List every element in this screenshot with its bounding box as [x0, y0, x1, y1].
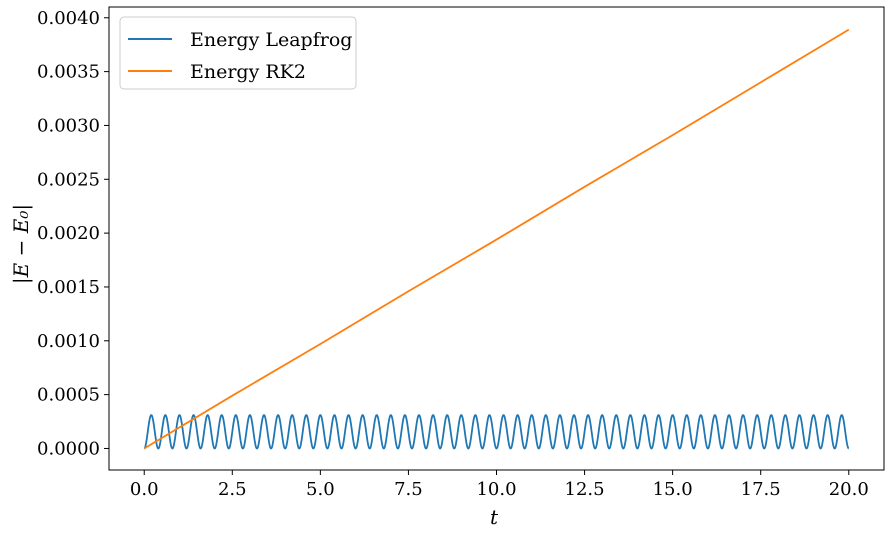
x-tick-label: 20.0 [829, 479, 869, 500]
x-tick-label: 7.5 [394, 479, 423, 500]
y-tick-label: 0.0015 [37, 277, 100, 298]
legend: Energy Leapfrog Energy RK2 [119, 16, 357, 90]
x-tick-label: 2.5 [218, 479, 247, 500]
x-axis-ticks: 0.0 2.5 5.0 7.5 10.0 12.5 15.0 17.5 20.0 [130, 470, 869, 500]
legend-label: Energy Leapfrog [190, 29, 352, 51]
x-tick-label: 10.0 [476, 479, 516, 500]
series-line-1 [143, 414, 850, 450]
y-tick-label: 0.0040 [37, 8, 100, 29]
legend-items: Energy Leapfrog Energy RK2 [128, 29, 352, 83]
x-axis-label: t [490, 505, 499, 529]
y-tick-label: 0.0020 [37, 223, 100, 244]
series-layer [143, 28, 850, 450]
x-tick-label: 12.5 [565, 479, 605, 500]
y-axis-ticks: 0.0000 0.0005 0.0010 0.0015 0.0020 0.0025 0.00… [37, 8, 109, 459]
x-tick-label: 17.5 [741, 479, 781, 500]
y-axis-label: |E − E₀| [9, 204, 34, 284]
series-line-2 [143, 28, 850, 450]
x-tick-label: 15.0 [653, 479, 693, 500]
y-tick-label: 0.0000 [37, 438, 100, 459]
y-tick-label: 0.0035 [37, 62, 100, 83]
legend-box [119, 16, 357, 90]
y-tick-label: 0.0010 [37, 331, 100, 352]
legend-label: Energy RK2 [190, 61, 306, 83]
x-tick-label: 5.0 [306, 479, 335, 500]
y-tick-label: 0.0030 [37, 115, 100, 136]
y-tick-label: 0.0025 [37, 169, 100, 190]
x-tick-label: 0.0 [130, 479, 159, 500]
y-tick-label: 0.0005 [37, 385, 100, 406]
